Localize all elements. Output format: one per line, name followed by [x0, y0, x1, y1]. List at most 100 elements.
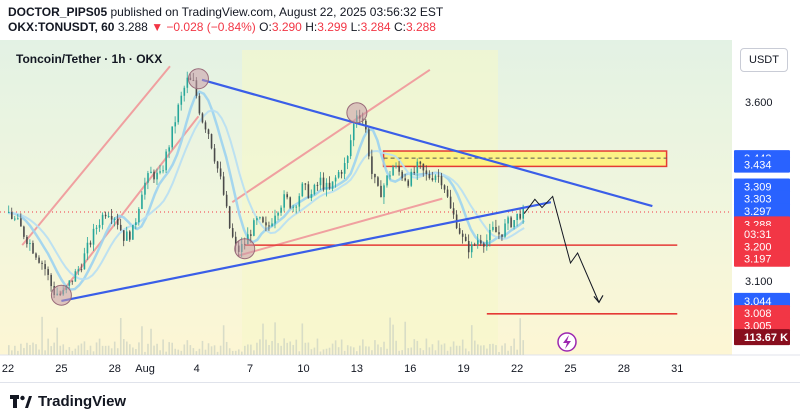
upper-triangle-line[interactable]: [201, 78, 653, 208]
candle-body: [498, 232, 500, 235]
volume-bar: [304, 342, 307, 355]
candle-body: [331, 181, 334, 189]
candle-body: [392, 166, 394, 176]
time-tick-label: Aug: [135, 363, 155, 375]
price-label-box: [734, 178, 790, 195]
triangle-lines[interactable]: [61, 78, 653, 303]
volume-bar: [274, 322, 276, 355]
price-label-box: [734, 203, 790, 220]
candle-body: [470, 244, 473, 253]
currency-button[interactable]: USDT: [740, 48, 788, 72]
volume-bar: [325, 348, 328, 355]
volume-bar: [183, 344, 186, 355]
price-label-text: 3.434: [744, 160, 772, 172]
volume-bar: [186, 340, 189, 355]
close-value: 3.288: [405, 20, 436, 34]
candle-body: [86, 242, 89, 254]
candle-body: [443, 185, 446, 190]
candle-body: [126, 231, 128, 241]
volume-bar: [501, 345, 503, 355]
volume-bar: [174, 348, 177, 355]
time-tick-label: 28: [618, 363, 630, 375]
volume-bar: [195, 351, 198, 355]
candle-body: [304, 183, 307, 185]
candle-body: [371, 156, 373, 174]
candle-body: [129, 231, 131, 240]
volume-bar: [401, 350, 403, 355]
volume-bar: [389, 317, 391, 355]
candle-body: [374, 173, 376, 178]
candle-body: [322, 177, 325, 190]
volume-bar: [374, 340, 376, 355]
volume-bar: [159, 350, 161, 355]
candle-body: [301, 183, 304, 197]
tradingview-brand: TradingView: [38, 393, 127, 410]
candle-body: [313, 184, 316, 195]
volume-bar: [210, 346, 213, 355]
volume-bar: [132, 347, 134, 355]
candle-body: [328, 182, 331, 189]
price-label-text: 113.67 K: [744, 332, 788, 344]
candle-body: [253, 220, 255, 236]
resistance-zone-box[interactable]: [382, 150, 668, 168]
candle-body: [274, 215, 276, 224]
candle-body: [504, 223, 506, 237]
price-axis-labels: 3.4433.4343.3093.3033.2973.28803:313.200…: [734, 150, 790, 346]
volume-bar: [119, 317, 122, 355]
projection-line: [523, 195, 600, 303]
volume-bar: [47, 338, 49, 355]
volume-bar: [413, 339, 416, 355]
volume-bar: [95, 342, 98, 355]
volume-bar: [29, 345, 31, 355]
candle-body: [461, 233, 464, 237]
price-label-text: 3.297: [744, 206, 772, 218]
candle-body: [401, 171, 403, 179]
volume-bar: [359, 345, 361, 355]
time-tick-label: 7: [247, 363, 253, 375]
time-tick-label: 22: [2, 363, 14, 375]
price-label-box: [734, 156, 790, 173]
volume-bar: [259, 339, 261, 355]
volume-bar: [422, 350, 425, 355]
volume-bar: [331, 343, 334, 355]
price-label-text: 3.303: [744, 194, 772, 206]
candle-body: [298, 196, 301, 207]
alert-icon[interactable]: [557, 332, 577, 352]
time-tick-label: 4: [194, 363, 200, 375]
volume-bar: [8, 345, 10, 355]
close-label: C:: [393, 20, 406, 34]
candle-body: [44, 263, 46, 270]
volume-bar: [141, 326, 143, 355]
price-axis-ticks: 3.100 3.600: [745, 97, 773, 288]
volume-bar: [337, 347, 340, 355]
tradingview-logo[interactable]: TradingView: [10, 393, 126, 410]
candle-body: [325, 182, 328, 190]
publish-info: DOCTOR_PIPS05 published on TradingView.c…: [8, 5, 443, 19]
volume-bar: [495, 345, 497, 355]
candle-body: [216, 161, 219, 169]
candle-body: [119, 224, 122, 231]
volume-bar: [23, 348, 25, 355]
author-name[interactable]: DOCTOR_PIPS05: [8, 5, 108, 19]
lower-triangle-line[interactable]: [61, 201, 552, 303]
time-tick-label: 25: [564, 363, 576, 375]
volume-bar: [271, 340, 273, 355]
candle-body: [144, 182, 146, 195]
volume-bar: [343, 350, 346, 355]
volume-bar: [59, 345, 62, 355]
time-tick-label: 10: [297, 363, 309, 375]
volume-bar: [458, 345, 461, 355]
resistance-zone[interactable]: [382, 150, 668, 168]
candle-body: [231, 228, 234, 237]
candle-body: [222, 176, 225, 195]
candle-body: [395, 165, 397, 167]
candle-body: [168, 147, 170, 152]
candle-body: [410, 171, 413, 186]
volume-bar: [310, 349, 313, 355]
volume-bar: [298, 351, 301, 355]
volume-bar: [507, 350, 509, 355]
candle-body: [89, 242, 92, 245]
volume-bar: [247, 344, 249, 355]
volume-bar: [83, 341, 86, 355]
